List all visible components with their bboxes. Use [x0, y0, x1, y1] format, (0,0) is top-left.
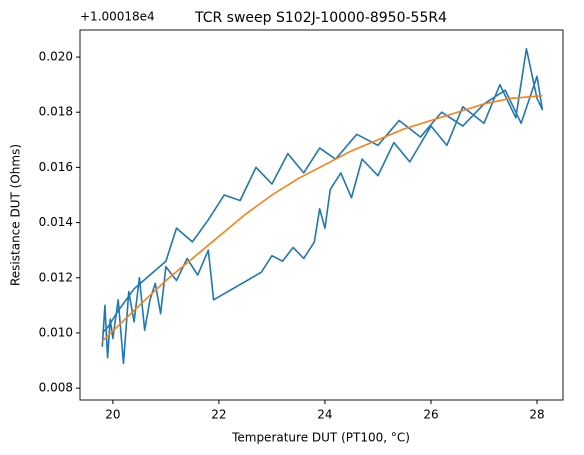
y-tick-label: 0.016	[39, 160, 73, 174]
x-axis-label: Temperature DUT (PT100, °C)	[231, 431, 410, 445]
y-tick-label: 0.010	[39, 325, 73, 339]
x-tick-label: 24	[317, 408, 332, 422]
x-tick-label: 20	[105, 408, 120, 422]
x-tick-label: 26	[423, 408, 438, 422]
plot-frame	[79, 29, 564, 401]
y-offset-label: +1.00018e4	[80, 10, 155, 24]
chart-title: TCR sweep S102J-10000-8950-55R4	[194, 10, 447, 26]
y-tick-label: 0.018	[39, 105, 73, 119]
series-line	[101, 47, 544, 365]
y-tick-label: 0.008	[39, 381, 73, 395]
y-axis-label: Resistance DUT (Ohms)	[9, 144, 23, 286]
y-tick-label: 0.012	[39, 270, 73, 284]
y-tick-label: 0.020	[39, 50, 73, 64]
series-line	[101, 94, 543, 342]
y-tick-label: 0.014	[39, 215, 73, 229]
x-tick-label: 28	[529, 408, 544, 422]
x-tick-label: 22	[211, 408, 226, 422]
